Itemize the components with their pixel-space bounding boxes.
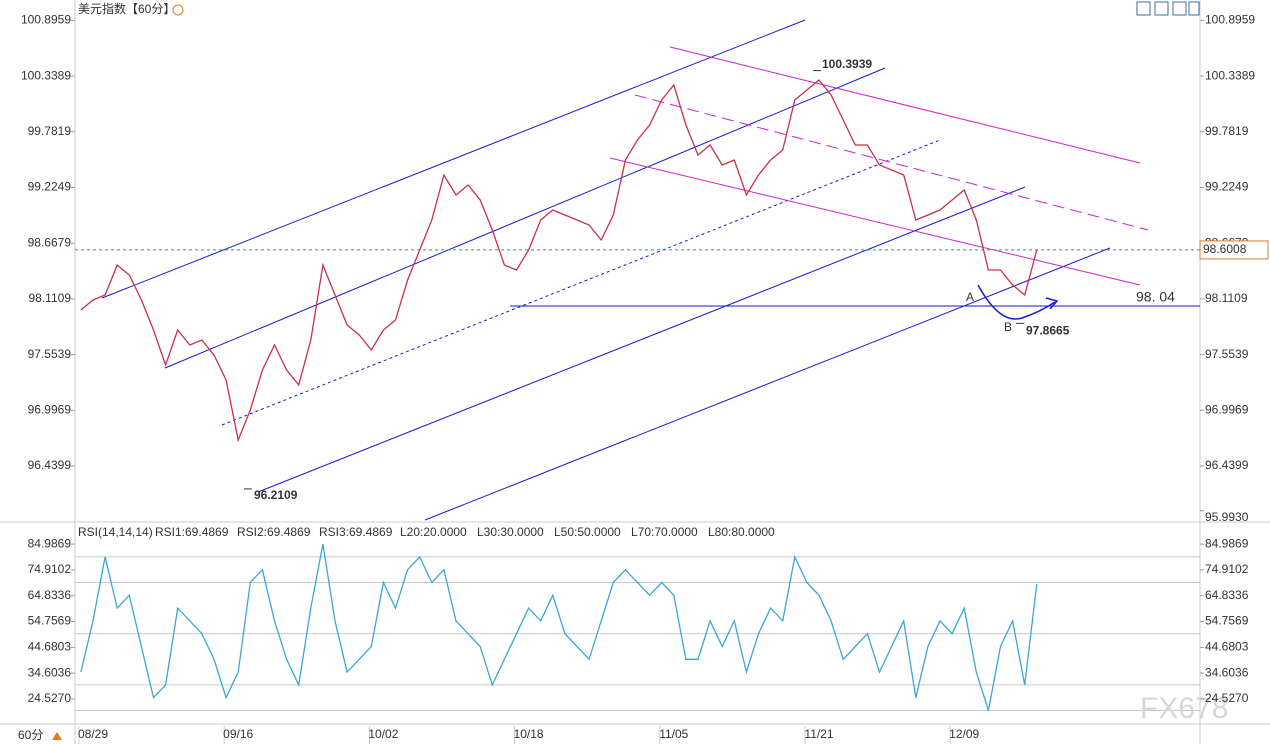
x-tick-label: 08/29 [78,727,108,741]
y-tick-label: 99.2249 [1205,180,1249,194]
level-label: L30:30.0000 [477,525,544,539]
y-tick-label: 24.5270 [1205,691,1249,705]
y-tick-label: 98.6679 [28,235,72,249]
y-tick-label: 100.3389 [1205,68,1255,82]
y-tick-label: 96.9969 [28,402,72,416]
x-tick-label: 11/05 [659,727,688,741]
current-price-box [1199,240,1269,260]
price-line [80,79,1038,443]
x-tick-label: 10/02 [368,727,398,741]
trend-lines [101,19,1149,521]
y-tick-label: 84.9869 [28,536,72,550]
indicator-title: RSI(14,14,14) [78,525,153,539]
watermark: FX678 [1140,692,1228,725]
support-label: 98. 04 [1136,289,1175,305]
chart-title: 美元指数【60分】 [78,1,175,16]
y-tick-label: 98.1109 [29,291,72,305]
tool-button[interactable] [1136,1,1151,16]
y-tick-label: 96.4399 [1205,458,1249,472]
wave-label: B [1004,320,1012,334]
y-tick-label: 34.6036 [1205,665,1249,679]
x-tick-label: 11/21 [804,727,833,741]
y-tick-label: 96.4399 [28,458,72,472]
channel-line [424,247,1111,521]
channel-line [221,139,941,426]
period-label: 60分 [18,728,43,742]
extreme-label: 96.2109 [254,488,298,502]
level-label: L20:20.0000 [400,525,467,539]
level-label: L50:50.0000 [554,525,621,539]
tool-button[interactable] [1154,1,1169,16]
tool-button[interactable] [1188,1,1200,16]
x-tick-label: 12/09 [949,727,979,741]
legend-entry: RSI1:69.4869 [155,525,229,539]
extreme-label: 100.3939 [822,57,872,71]
y-tick-label: 97.5539 [28,347,72,361]
wave-label: A [966,290,974,304]
y-tick-label: 44.6803 [28,639,72,653]
axis-bottom-label: 95.9930 [1205,510,1249,524]
toolbar [1136,1,1200,16]
y-tick-label: 96.9969 [1205,402,1249,416]
extreme-label: 97.8665 [1026,324,1070,338]
legend-entry: RSI3:69.4869 [319,525,393,539]
y-tick-label: 100.8959 [1205,13,1255,27]
y-tick-label: 99.7819 [28,124,72,138]
settings-icon[interactable] [172,4,184,16]
y-tick-label: 64.8336 [28,588,72,602]
channel-line [669,46,1141,164]
y-tick-label: 24.5270 [28,691,72,705]
y-tick-label: 64.8336 [1205,588,1249,602]
current-price-label: 98.6008 [1203,242,1247,256]
y-tick-label: 100.3389 [21,68,71,82]
y-tick-label: 99.2249 [28,180,72,194]
y-tick-label: 99.7819 [1205,124,1249,138]
projection-arrow [977,284,1056,320]
y-tick-label: 74.9102 [28,562,72,576]
channel-line [609,157,1141,286]
channel-line [101,19,806,299]
x-tick-label: 09/16 [223,727,253,741]
y-tick-label: 98.1109 [1205,291,1248,305]
y-tick-label: 74.9102 [1205,562,1249,576]
channel-line [634,94,1149,231]
x-tick-label: 10/18 [514,727,544,741]
rsi-line [80,543,1038,711]
y-tick-label: 34.6036 [28,665,72,679]
legend-entry: RSI2:69.4869 [237,525,311,539]
y-tick-label: 44.6803 [1205,639,1249,653]
level-label: L70:70.0000 [631,525,698,539]
channel-line [164,67,886,369]
y-tick-label: 100.8959 [21,13,71,27]
level-label: L80:80.0000 [708,525,775,539]
tool-button[interactable] [1172,1,1187,16]
y-tick-label: 97.5539 [1205,347,1249,361]
y-tick-label: 54.7569 [28,614,72,628]
y-tick-label: 54.7569 [1205,614,1249,628]
y-tick-label: 84.9869 [1205,536,1249,550]
channel-line [257,186,1026,493]
period-toggle[interactable] [52,732,62,740]
